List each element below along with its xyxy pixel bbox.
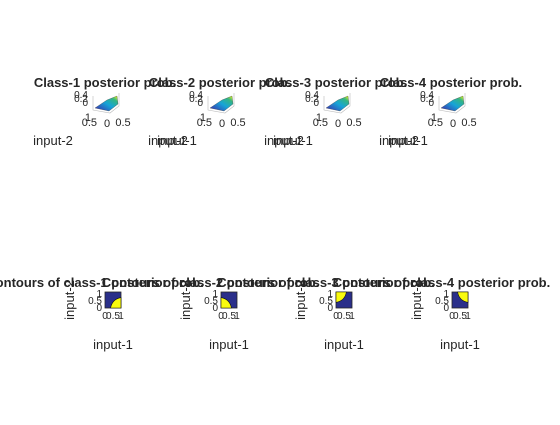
- surface-patch: [94, 95, 119, 112]
- chart-title: Class-4 posterior prob.: [380, 75, 522, 90]
- y-tick-label: 1: [96, 289, 102, 300]
- contour-region: [220, 297, 232, 309]
- y-tick-label: 0.5: [461, 117, 476, 129]
- chart-title: Class-2 posterior prob.: [149, 75, 291, 90]
- chart-panel-4: Class-4 posterior prob.0.40.200.51 0 0.5in…: [379, 75, 522, 148]
- x-tick-label: 0.5: [313, 117, 328, 129]
- z-tick-label: 0.2: [189, 94, 203, 105]
- y-tick-label: 0.5: [319, 296, 333, 307]
- x-axis-label: input-1: [93, 337, 133, 352]
- x-tick-label: 1: [316, 112, 322, 124]
- axis-box: [92, 93, 120, 114]
- x-axis-label: input-2: [264, 133, 304, 148]
- y-axis-label: input-2: [62, 280, 77, 320]
- chart-title: Contours of class-2 posterior prob.: [102, 275, 319, 290]
- y-tick-label: 1: [327, 289, 333, 300]
- x-tick-label: 0.5: [106, 311, 120, 322]
- y-tick-label: 0.5: [115, 117, 130, 129]
- chart-title: Contours of class-1 posterior prob.: [0, 275, 204, 290]
- x-tick-label: 1: [349, 311, 355, 322]
- y-tick-label: 0.5: [230, 117, 245, 129]
- chart-panel-3: Class-3 posterior prob.0.40.200.51 0 0.5in…: [264, 75, 407, 148]
- z-tick-label: 0.4: [189, 90, 203, 101]
- y-tick-label: 1: [212, 289, 218, 300]
- y-tick-label: 0: [212, 303, 218, 314]
- y-tick-label: 0.5: [346, 117, 361, 129]
- contour-region: [110, 297, 122, 309]
- y-axis-label: input-2: [293, 280, 308, 320]
- z-tick-label: 0: [313, 98, 319, 109]
- y-tick-label: 0.5: [88, 296, 102, 307]
- z-tick-label: 0: [197, 98, 203, 109]
- z-tick-label: 0.2: [305, 94, 319, 105]
- contour-region: [457, 291, 469, 303]
- x-axis-label: input-2: [33, 133, 73, 148]
- chart-panel-6: Contours of class-2 posterior prob.10.50…: [102, 275, 319, 352]
- y-tick-label: 0: [96, 303, 102, 314]
- x-tick-label: 1: [118, 311, 124, 322]
- chart-panel-5: Contours of class-1 posterior prob.10.50…: [0, 275, 204, 352]
- z-tick-label: 0.4: [74, 90, 88, 101]
- z-tick-label: 0.4: [420, 90, 434, 101]
- axis-box: [323, 93, 351, 114]
- x-axis-label: input-1: [209, 337, 249, 352]
- surface-patch: [209, 95, 234, 112]
- axis-box: [207, 93, 235, 114]
- z-tick-label: 0: [428, 98, 434, 109]
- y-tick-label: 0.5: [204, 296, 218, 307]
- y-tick-label: 0: [104, 118, 110, 130]
- x-axis-label: input-2: [148, 133, 188, 148]
- chart-panel-2: Class-2 posterior prob.0.40.200.51 0 0.5in…: [148, 75, 291, 148]
- y-tick-label: 1: [443, 289, 449, 300]
- axis-box: [438, 93, 466, 114]
- x-axis-label: input-2: [379, 133, 419, 148]
- surface-patch: [325, 95, 350, 112]
- x-axis-label: input-1: [324, 337, 364, 352]
- x-tick-label: 0: [449, 311, 455, 322]
- y-tick-label: 0: [327, 303, 333, 314]
- chart-panel-8: Contours of class-4 posterior prob.10.50…: [333, 275, 550, 352]
- x-tick-label: 1: [200, 112, 206, 124]
- x-tick-label: 1: [85, 112, 91, 124]
- y-tick-label: 0: [450, 118, 456, 130]
- surface-patch: [440, 95, 465, 112]
- x-tick-label: 0.5: [222, 311, 236, 322]
- x-tick-label: 1: [234, 311, 240, 322]
- chart-title: Contours of class-3 posterior prob.: [217, 275, 434, 290]
- x-tick-label: 0.5: [197, 117, 212, 129]
- x-tick-label: 0.5: [82, 117, 97, 129]
- chart-title: Class-3 posterior prob.: [265, 75, 407, 90]
- z-tick-label: 0.2: [74, 94, 88, 105]
- y-tick-label: 0: [219, 118, 225, 130]
- x-axis-label: input-1: [440, 337, 480, 352]
- y-axis-label: input-1: [388, 133, 428, 148]
- y-tick-label: 0: [443, 303, 449, 314]
- x-tick-label: 0.5: [337, 311, 351, 322]
- x-tick-label: 1: [431, 112, 437, 124]
- chart-title: Class-1 posterior prob.: [34, 75, 176, 90]
- z-tick-label: 0.2: [420, 94, 434, 105]
- y-axis-label: input-1: [157, 133, 197, 148]
- x-tick-label: 0: [333, 311, 339, 322]
- x-tick-label: 1: [465, 311, 471, 322]
- z-tick-label: 0.4: [305, 90, 319, 101]
- chart-title: Contours of class-4 posterior prob.: [333, 275, 550, 290]
- y-axis-label: input-2: [409, 280, 424, 320]
- y-tick-label: 0: [335, 118, 341, 130]
- z-tick-label: 0: [82, 98, 88, 109]
- x-tick-label: 0: [218, 311, 224, 322]
- x-tick-label: 0.5: [428, 117, 443, 129]
- x-tick-label: 0: [102, 311, 108, 322]
- contour-region: [335, 291, 347, 303]
- chart-panel-7: Contours of class-3 posterior prob.10.50…: [217, 275, 434, 352]
- chart-panel-1: Class-1 posterior prob.0.40.200.51 0 0.5in…: [33, 75, 176, 148]
- y-axis-label: input-2: [178, 280, 193, 320]
- y-tick-label: 0.5: [435, 296, 449, 307]
- y-axis-label: input-1: [273, 133, 313, 148]
- x-tick-label: 0.5: [453, 311, 467, 322]
